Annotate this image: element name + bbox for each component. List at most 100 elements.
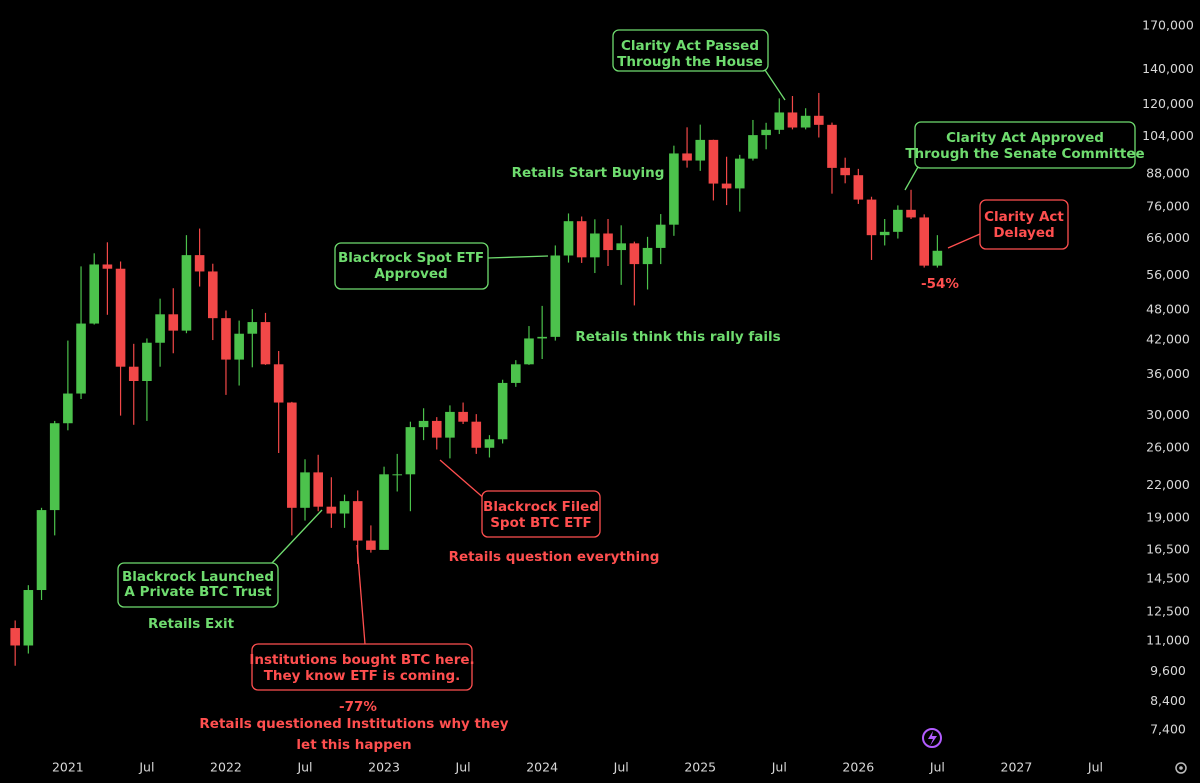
y-tick-label: 7,400 (1150, 721, 1186, 736)
y-tick-label: 66,000 (1146, 230, 1190, 245)
x-tick-label: Jul (296, 760, 312, 775)
candle-body (616, 243, 626, 251)
candle-body (721, 183, 732, 189)
x-tick-label: 2022 (210, 760, 242, 775)
annotation-text: They know ETF is coming. (264, 668, 461, 684)
candle-body (115, 268, 126, 367)
y-tick-label: 120,000 (1142, 96, 1194, 111)
candle-body (484, 439, 495, 448)
annotation-text: Retails think this rally fails (575, 329, 780, 345)
candle-body (10, 628, 20, 646)
annotation-text: let this happen (296, 737, 411, 753)
candle-body (313, 472, 323, 507)
candle-body (128, 366, 139, 381)
gear[interactable] (1175, 762, 1187, 774)
y-tick-label: 104,000 (1142, 128, 1194, 143)
candle-body (63, 393, 73, 424)
x-tick-label: Jul (771, 760, 787, 775)
gear-center (1179, 766, 1183, 770)
candle-body (431, 420, 442, 438)
candle-body (708, 139, 719, 184)
x-tick-label: 2024 (526, 760, 558, 775)
candle-body (734, 158, 745, 189)
annotation-text: Spot BTC ETF (490, 515, 592, 531)
candle-body (247, 322, 258, 334)
candle-body (352, 501, 363, 541)
y-tick-label: 26,000 (1146, 439, 1190, 454)
candle-body (524, 338, 534, 365)
candle-body (695, 139, 706, 161)
annotation-text: Blackrock Filed (483, 499, 599, 515)
candle-body (287, 402, 297, 508)
annotation-text: Institutions bought BTC here. (249, 652, 474, 668)
candles (10, 92, 943, 666)
candle-body (827, 124, 837, 168)
annotation: Retails think this rally fails (575, 329, 780, 345)
candle-body (102, 264, 113, 269)
candle-body (207, 271, 218, 319)
annotation-pointer (487, 255, 549, 259)
annotation-pointer (764, 69, 786, 101)
x-tick-label: 2021 (52, 760, 84, 775)
logo-ring (922, 728, 942, 748)
y-tick-label: 48,000 (1146, 302, 1190, 317)
annotation-text: Clarity Act (984, 209, 1064, 225)
settings-icon[interactable] (1175, 762, 1187, 774)
candle-body (458, 411, 468, 422)
candle-body (418, 420, 429, 428)
annotation-text: Retails question everything (449, 549, 660, 565)
candle-body (642, 247, 653, 265)
x-tick-label: Jul (138, 760, 154, 775)
candle-body (326, 506, 337, 514)
annotation-text: -77% (339, 699, 377, 715)
annotation: -77% (339, 699, 377, 715)
y-tick-label: 76,000 (1146, 198, 1190, 213)
x-tick-label: Jul (929, 760, 945, 775)
candle-body (787, 112, 798, 128)
candle-body (893, 209, 903, 232)
y-tick-label: 16,500 (1146, 541, 1190, 556)
candle-body (49, 423, 60, 511)
candle-body (497, 382, 508, 440)
annotation-text: Retails Exit (148, 616, 235, 632)
x-tick-label: 2027 (1001, 760, 1033, 775)
annotation-box (612, 29, 769, 72)
candle-body (23, 590, 34, 646)
candle-body (800, 115, 811, 128)
annotation-text: A Private BTC Trust (124, 584, 272, 600)
candle-body (919, 217, 930, 266)
x-tick-label: Jul (1087, 760, 1103, 775)
candle-body (260, 322, 271, 365)
candle-body (392, 474, 403, 476)
logo (922, 728, 942, 748)
candle-body (181, 255, 192, 331)
candle-body (471, 421, 482, 448)
candle-body (550, 255, 561, 337)
candle-body (339, 501, 350, 514)
candle-body (155, 314, 165, 343)
candle-body (405, 427, 416, 475)
annotation-box (914, 121, 1136, 169)
annotation-pointer (356, 544, 366, 645)
candle-body (590, 233, 600, 258)
y-tick-label: 9,600 (1150, 663, 1186, 678)
y-tick-label: 140,000 (1142, 61, 1194, 76)
y-tick-label: 14,500 (1146, 570, 1190, 585)
annotation-text: Clarity Act Approved (946, 130, 1104, 146)
candle-body (629, 243, 640, 265)
candle-body (932, 250, 943, 266)
annotation: Institutions bought BTC here.They know E… (249, 544, 475, 691)
annotation-pointer (271, 509, 323, 564)
annotation: Retails question everything (449, 549, 660, 565)
candle-body (300, 472, 310, 508)
candle-body (379, 474, 389, 550)
candle-body (511, 364, 521, 383)
candle-body (366, 540, 376, 550)
annotation-pointer (947, 233, 981, 249)
annotation: Retails questioned Institutions why they… (199, 716, 508, 753)
y-tick-label: 42,000 (1146, 332, 1190, 347)
